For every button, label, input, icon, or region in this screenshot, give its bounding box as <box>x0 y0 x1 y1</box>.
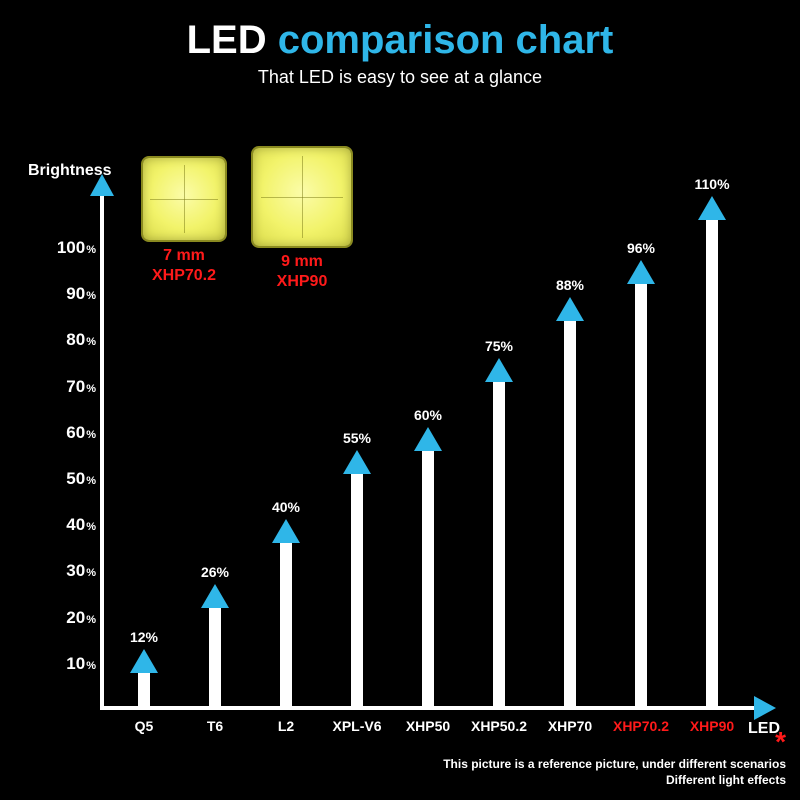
bar <box>422 447 434 706</box>
disclaimer-text: This picture is a reference picture, und… <box>443 756 786 788</box>
y-tick-label: 20% <box>42 608 96 628</box>
category-label: Q5 <box>135 718 154 734</box>
bar-value-label: 60% <box>414 407 442 423</box>
x-axis <box>100 706 760 710</box>
y-tick-label: 10% <box>42 654 96 674</box>
y-tick-label: 30% <box>42 561 96 581</box>
category-label: L2 <box>278 718 294 734</box>
bar-value-label: 12% <box>130 629 158 645</box>
y-tick-label: 90% <box>42 284 96 304</box>
y-axis <box>100 190 104 710</box>
bar <box>493 378 505 707</box>
y-tick-label: 50% <box>42 469 96 489</box>
bar-value-label: 75% <box>485 338 513 354</box>
y-tick-label: 80% <box>42 330 96 350</box>
bar-value-label: 96% <box>627 240 655 256</box>
bar <box>635 280 647 706</box>
led-chip-label: 7 mmXHP70.2 <box>143 246 225 286</box>
subtitle: That LED is easy to see at a glance <box>0 68 800 88</box>
title-word-led: LED <box>187 18 267 62</box>
title-word-rest: comparison chart <box>267 18 614 62</box>
led-chip-icon <box>143 158 225 240</box>
category-label: XHP50.2 <box>471 718 527 734</box>
bar <box>138 669 150 706</box>
header: LED comparison chart That LED is easy to… <box>0 0 800 88</box>
bar <box>564 317 576 706</box>
y-tick-label: 70% <box>42 377 96 397</box>
y-axis-arrow-icon <box>90 174 114 196</box>
led-chip-label: 9 mmXHP90 <box>253 252 351 292</box>
bar-arrow-icon <box>698 196 726 220</box>
disclaimer-star: * <box>775 726 786 758</box>
category-label: T6 <box>207 718 223 734</box>
category-label: XHP50 <box>406 718 450 734</box>
disclaimer-line-1: This picture is a reference picture, und… <box>443 756 786 772</box>
disclaimer-line-2: Different light effects <box>443 772 786 788</box>
led-chip: 9 mmXHP90 <box>253 148 351 292</box>
bar-arrow-icon <box>556 297 584 321</box>
bar-value-label: 110% <box>694 176 729 192</box>
y-tick-label: 40% <box>42 515 96 535</box>
bar-arrow-icon <box>485 358 513 382</box>
category-label: XHP70.2 <box>613 718 669 734</box>
led-chip: 7 mmXHP70.2 <box>143 158 225 286</box>
bar-arrow-icon <box>414 427 442 451</box>
y-tick-label: 100% <box>42 238 96 258</box>
bar-value-label: 88% <box>556 277 584 293</box>
bar-arrow-icon <box>201 584 229 608</box>
bar-value-label: 26% <box>201 564 229 580</box>
page-title: LED comparison chart <box>0 18 800 62</box>
bar <box>706 216 718 706</box>
x-axis-arrow-icon <box>754 696 776 720</box>
bar-arrow-icon <box>627 260 655 284</box>
led-chip-icon <box>253 148 351 246</box>
y-tick-label: 60% <box>42 423 96 443</box>
bar <box>351 470 363 706</box>
bar-arrow-icon <box>130 649 158 673</box>
category-label: XHP90 <box>690 718 734 734</box>
bar <box>280 539 292 706</box>
bar-arrow-icon <box>343 450 371 474</box>
bar-arrow-icon <box>272 519 300 543</box>
bar-value-label: 40% <box>272 499 300 515</box>
bar-value-label: 55% <box>343 430 371 446</box>
category-label: XPL-V6 <box>332 718 381 734</box>
bar <box>209 604 221 706</box>
chart: Brightness LED 10%20%30%40%50%60%70%80%9… <box>48 170 768 710</box>
category-label: XHP70 <box>548 718 592 734</box>
